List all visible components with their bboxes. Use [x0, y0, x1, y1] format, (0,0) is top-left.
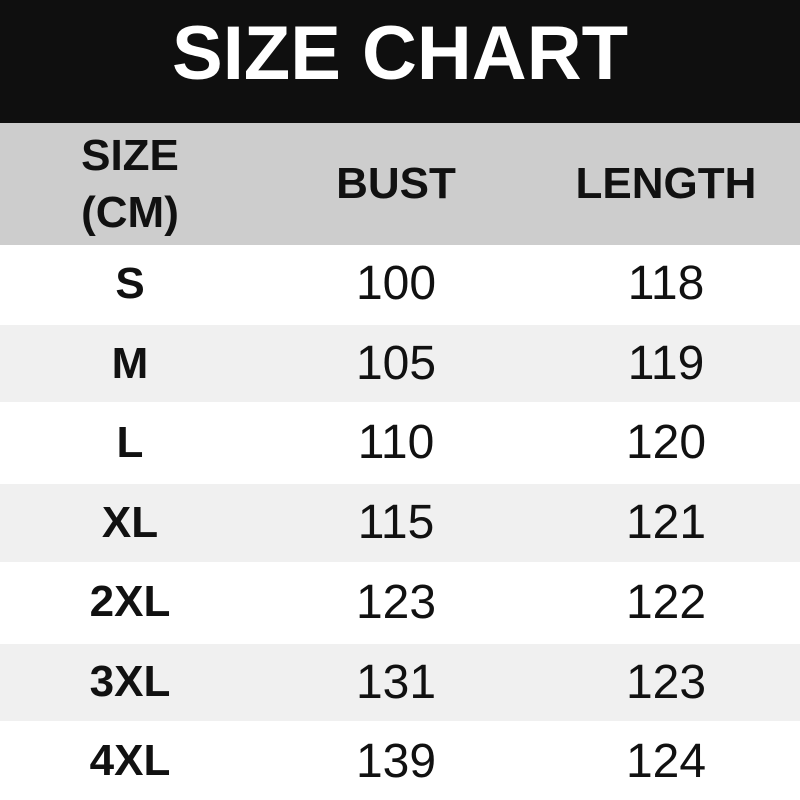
column-header-bust: BUST: [336, 159, 456, 209]
size-cell: M: [111, 338, 149, 388]
bust-cell: 123: [355, 575, 437, 629]
length-cell: 121: [625, 496, 707, 550]
title-band: SIZE CHART: [0, 0, 800, 123]
column-header-size: SIZE (CM): [0, 123, 260, 245]
bust-cell: 115: [357, 496, 435, 550]
size-cell: 2XL: [89, 577, 171, 627]
page-title: SIZE CHART: [172, 10, 628, 96]
bust-cell: 100: [355, 257, 437, 311]
table-header-row: SIZE (CM) BUST LENGTH: [0, 123, 800, 245]
table-row: S 100 118: [0, 245, 800, 323]
length-cell: 123: [625, 655, 707, 709]
bust-cell: 139: [355, 734, 437, 788]
length-cell: 120: [625, 416, 707, 470]
size-cell: 4XL: [89, 736, 171, 786]
length-cell: 119: [627, 337, 705, 391]
size-cell: L: [116, 417, 144, 467]
length-cell: 122: [625, 575, 707, 629]
table-row: M 105 119: [0, 322, 800, 405]
table-row: XL 115 121: [0, 481, 800, 564]
table-row: 3XL 131 123: [0, 640, 800, 723]
length-cell: 118: [627, 257, 705, 311]
size-table-body: S 100 118 M 105 119 L 110 120 XL 115 121 2XL 123 122 3X…: [0, 245, 800, 800]
table-row: L 110 120: [0, 404, 800, 482]
length-cell: 124: [625, 734, 707, 788]
bust-cell: 110: [357, 416, 435, 470]
bust-cell: 131: [355, 655, 437, 709]
size-cell: S: [115, 258, 145, 308]
size-cell: XL: [101, 497, 159, 547]
table-row: 4XL 139 124: [0, 722, 800, 800]
column-header-length: LENGTH: [575, 159, 757, 209]
size-cell: 3XL: [89, 657, 171, 707]
table-row: 2XL 123 122: [0, 563, 800, 641]
bust-cell: 105: [355, 337, 437, 391]
column-header-size-line1: SIZE: [81, 130, 179, 180]
column-header-size-line2: (CM): [81, 188, 179, 237]
